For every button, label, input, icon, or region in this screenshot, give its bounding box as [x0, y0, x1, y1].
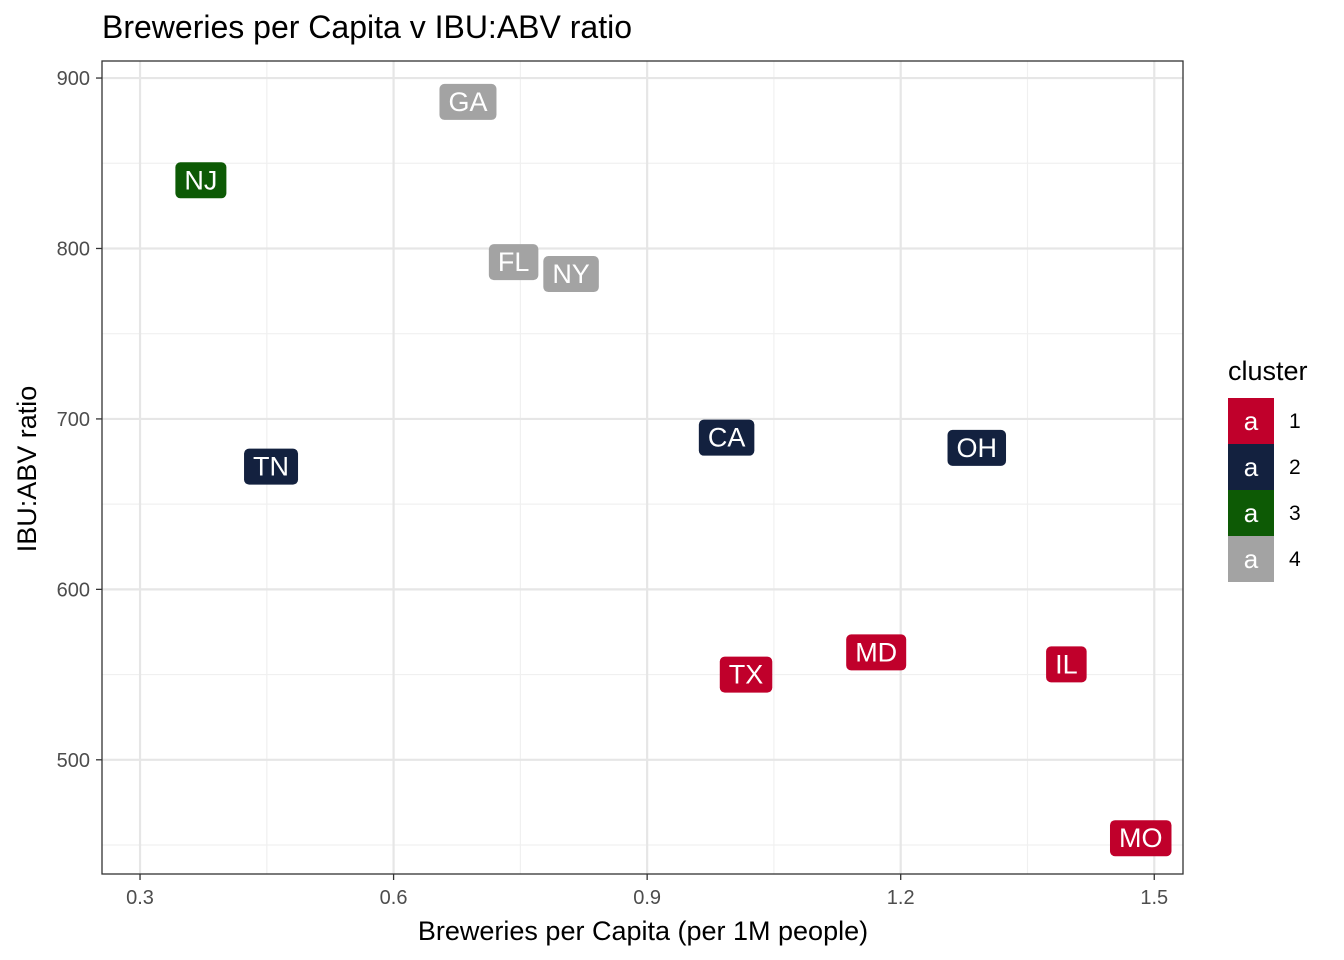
- y-tick-label: 500: [57, 750, 90, 772]
- x-axis: 0.3 0.6 0.9 1.2 1.5: [126, 874, 1168, 909]
- point-label-box: [543, 256, 599, 293]
- legend-key-glyph: a: [1244, 452, 1259, 482]
- point-label-il: IL: [1046, 646, 1087, 683]
- point-label-box: [244, 448, 299, 485]
- x-axis-title: Breweries per Capita (per 1M people): [418, 916, 868, 946]
- point-label-text: NY: [552, 259, 590, 289]
- chart-title: Breweries per Capita v IBU:ABV ratio: [102, 9, 632, 45]
- point-label-ny: NY: [543, 256, 599, 293]
- point-label-text: MO: [1119, 823, 1163, 853]
- y-tick-label: 700: [57, 409, 90, 431]
- legend-label: 1: [1289, 410, 1301, 433]
- y-tick-label: 800: [57, 238, 90, 260]
- point-label-text: TX: [729, 660, 764, 690]
- x-tick-label: 0.6: [380, 887, 408, 909]
- point-label-text: TN: [253, 452, 289, 482]
- legend-key-glyph: a: [1244, 498, 1259, 528]
- point-label-box: [488, 244, 539, 281]
- point-label-text: FL: [498, 247, 530, 277]
- point-label-ca: CA: [698, 419, 755, 456]
- y-axis: 500 600 700 800 900: [57, 68, 102, 772]
- x-tick-label: 1.2: [887, 887, 915, 909]
- x-tick-label: 1.5: [1140, 887, 1168, 909]
- point-label-ga: GA: [439, 83, 497, 120]
- legend-key-glyph: a: [1244, 406, 1259, 436]
- plot-area: GA NJ FL NY CA OH TN MD TX IL MO: [101, 60, 1184, 875]
- point-label-md: MD: [846, 634, 907, 671]
- y-tick-label: 600: [57, 579, 90, 601]
- point-label-box: [947, 429, 1007, 466]
- legend: cluster a 1a 2a 3a 4: [1228, 356, 1308, 582]
- legend-label: 4: [1289, 548, 1301, 571]
- point-label-text: GA: [448, 87, 487, 117]
- point-label-box: [1046, 646, 1087, 683]
- point-label-box: [1109, 820, 1172, 857]
- point-label-text: NJ: [184, 165, 217, 195]
- legend-key-glyph: a: [1244, 544, 1259, 574]
- point-label-text: OH: [957, 433, 998, 463]
- y-tick-label: 900: [57, 68, 90, 90]
- legend-key: [1228, 398, 1274, 444]
- plot-border: [101, 60, 1184, 875]
- point-label-nj: NJ: [175, 162, 227, 199]
- point-label-box: [698, 419, 755, 456]
- x-tick-label: 0.9: [633, 887, 661, 909]
- legend-label: 3: [1289, 502, 1301, 525]
- grid-major: [102, 61, 1183, 874]
- point-label-box: [439, 83, 497, 120]
- point-label-text: IL: [1055, 649, 1078, 679]
- legend-key: [1228, 490, 1274, 536]
- point-label-fl: FL: [488, 244, 539, 281]
- legend-key: [1228, 536, 1274, 582]
- point-label-oh: OH: [947, 429, 1007, 466]
- point-label-box: [846, 634, 907, 671]
- x-tick-label: 0.3: [126, 887, 154, 909]
- legend-key: [1228, 444, 1274, 490]
- point-label-text: CA: [708, 423, 746, 453]
- legend-label: 2: [1289, 456, 1301, 479]
- point-label-box: [719, 656, 773, 693]
- point-label-mo: MO: [1109, 820, 1172, 857]
- grid-minor: [102, 61, 1183, 874]
- point-label-text: MD: [855, 637, 897, 667]
- point-label-box: [175, 162, 227, 199]
- point-label-tx: TX: [719, 656, 773, 693]
- legend-title: cluster: [1228, 356, 1308, 386]
- point-labels: GA NJ FL NY CA OH TN MD TX IL MO: [175, 83, 1172, 857]
- y-axis-title: IBU:ABV ratio: [12, 386, 42, 553]
- point-label-tn: TN: [244, 448, 299, 485]
